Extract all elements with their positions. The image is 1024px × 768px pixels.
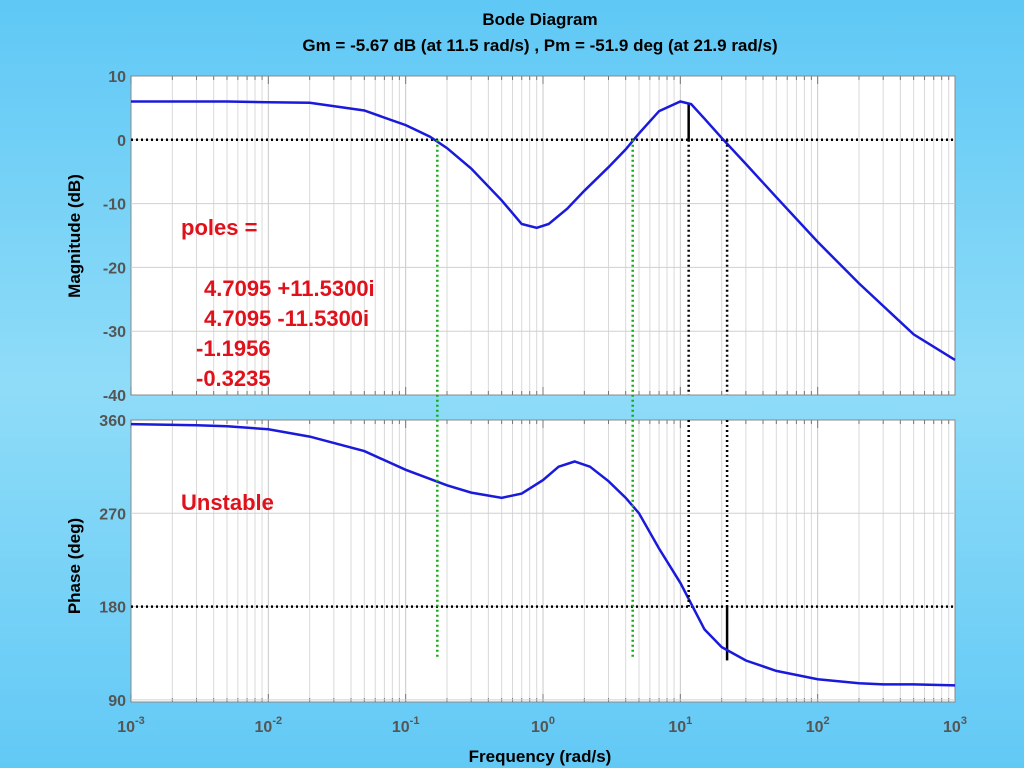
pole-value: 4.7095 +11.5300i	[204, 276, 375, 301]
x-tick-base: 10	[531, 719, 549, 736]
x-tick-base: 10	[117, 719, 135, 736]
pole-value: -0.3235	[196, 366, 271, 391]
x-axis-ticks: 10-3 10-2 10-1 100 101 102 103	[117, 715, 967, 736]
x-tick-label: 101	[668, 715, 692, 736]
phase-y-tick-label: 270	[99, 506, 126, 523]
magnitude-axis-label: Magnitude (dB)	[65, 174, 84, 298]
magnitude-y-tick-label: -30	[103, 324, 126, 341]
x-tick-base: 10	[943, 719, 961, 736]
phase-grid	[130, 420, 955, 702]
crossover-lines	[436, 139, 729, 657]
magnitude-markers	[131, 103, 955, 142]
x-tick-base: 10	[806, 719, 824, 736]
pole-value: 4.7095 -11.5300i	[204, 306, 369, 331]
x-tick-exponent: 3	[961, 715, 967, 727]
magnitude-grid	[130, 76, 955, 395]
phase-y-tick-label: 360	[99, 413, 126, 430]
phase-y-ticks: 360 270 180 90	[99, 413, 126, 710]
x-tick-base: 10	[255, 719, 273, 736]
phase-curve	[130, 422, 956, 687]
x-tick-exponent: 2	[824, 715, 830, 727]
magnitude-panel: 10 0 -10 -20 -30 -40 Magnitude (dB)	[65, 69, 956, 405]
x-tick-label: 10-3	[117, 715, 145, 736]
x-tick-exponent: -3	[135, 715, 145, 727]
chart-title: Bode Diagram	[482, 10, 597, 29]
x-tick-label: 103	[943, 715, 967, 736]
magnitude-y-tick-label: -10	[103, 197, 126, 214]
x-axis-label: Frequency (rad/s)	[469, 747, 612, 766]
phase-axis-label: Phase (deg)	[65, 518, 84, 614]
pole-value: -1.1956	[196, 336, 271, 361]
phase-y-tick-label: 180	[99, 600, 126, 617]
magnitude-y-tick-label: -40	[103, 388, 126, 405]
magnitude-y-tick-label: 0	[117, 133, 126, 150]
magnitude-y-tick-label: -20	[103, 260, 126, 277]
x-tick-base: 10	[392, 719, 410, 736]
x-tick-base: 10	[668, 719, 686, 736]
stability-label: Unstable	[181, 490, 274, 515]
x-tick-exponent: -1	[410, 715, 420, 727]
magnitude-y-tick-label: 10	[108, 69, 126, 86]
x-tick-exponent: 1	[686, 715, 692, 727]
x-tick-exponent: -2	[272, 715, 282, 727]
poles-label: poles =	[181, 215, 257, 240]
magnitude-curve	[131, 100, 956, 361]
x-tick-label: 100	[531, 715, 555, 736]
x-tick-label: 102	[806, 715, 830, 736]
phase-panel: 360 270 180 90 Phase (deg)	[65, 413, 956, 710]
phase-y-tick-label: 90	[108, 693, 126, 710]
x-tick-label: 10-2	[255, 715, 283, 736]
x-tick-exponent: 0	[549, 715, 555, 727]
chart-subtitle: Gm = -5.67 dB (at 11.5 rad/s) , Pm = -51…	[302, 36, 777, 55]
magnitude-y-ticks: 10 0 -10 -20 -30 -40	[103, 69, 126, 405]
x-tick-label: 10-1	[392, 715, 420, 736]
